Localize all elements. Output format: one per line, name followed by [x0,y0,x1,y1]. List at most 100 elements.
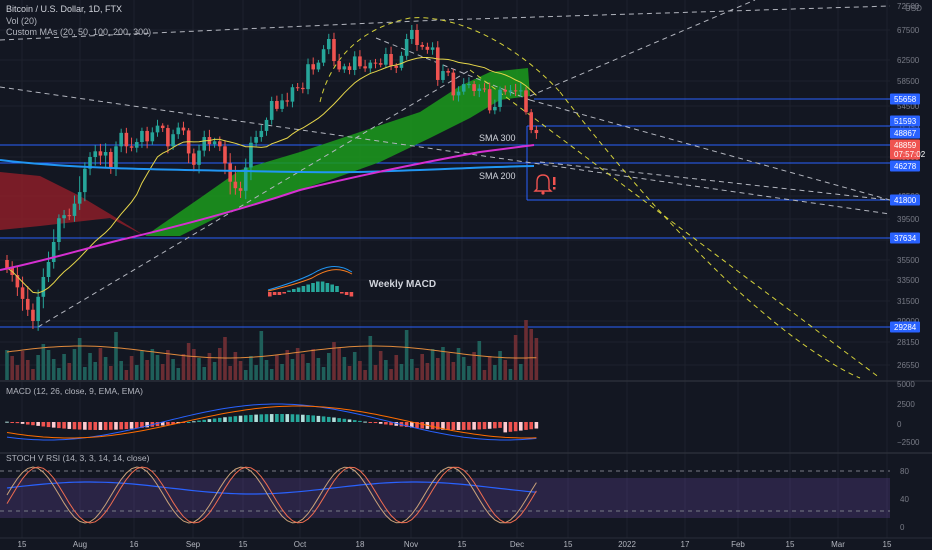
weekly-signal-line [267,269,353,292]
volume-bar [186,343,191,380]
candle-body [467,84,471,86]
volume-bar [233,352,238,380]
volume-bar [513,335,518,380]
macd-histogram-bar [62,422,66,429]
stoch-d-line [6,466,537,524]
macd-histogram-bar [93,422,98,430]
weekly-macd-bar [316,281,320,292]
volume-bar [223,337,227,380]
candle-body [477,88,482,91]
volume-bar [62,354,66,380]
stoch-rsi-pane-label[interactable]: STOCH V RSI (14, 3, 3, 14, 14, close) [6,453,150,463]
macd-histogram-bar [410,422,414,428]
volume-bar [41,344,46,380]
moving-averages [0,57,537,294]
macd-histogram-bar [467,422,471,430]
volume-bar [399,364,404,380]
time-tick-label: Sep [186,540,201,549]
candle-body [129,146,134,148]
time-tick-label: 15 [458,540,467,549]
volume-bar [503,360,508,380]
macd-histogram-bar [83,422,87,430]
candle-body [166,128,170,147]
volume-bar [285,350,290,380]
green-cloud [145,68,530,236]
candle-body [243,167,248,191]
macd-histogram-bar [243,415,248,422]
sma200-line [0,159,535,174]
volume-bar [160,364,165,380]
moving-averages-label[interactable]: Custom MAs (20, 50, 100, 200, 300) [6,27,151,37]
volume-bar [378,351,383,380]
volume-bar [36,355,40,380]
macd-histogram-bar [269,414,274,422]
weekly-macd-annotation: Weekly MACD [369,279,436,290]
candle-body [519,90,523,92]
volume-bar [150,349,155,380]
volume-bar [10,356,14,380]
volume-bar [67,363,72,380]
price-tick-label: 28150 [897,338,920,347]
weekly-macd-bar [292,289,296,292]
macd-histogram-bar [134,422,139,429]
macd-pane-label[interactable]: MACD (12, 26, close, 9, EMA, EMA) [6,386,143,396]
macd-histogram-bar [10,422,14,423]
volume-bar [155,355,160,380]
volume-bar [88,353,92,380]
volume-bar [332,342,336,380]
candle-body [425,46,430,50]
candle-body [145,130,149,142]
candle-body [435,47,440,80]
volume-bar [140,351,144,380]
candle-body [31,309,35,321]
weekly-macd-bar [301,286,306,292]
weekly-macd-bar [272,292,277,295]
candle-body [399,55,404,68]
candle-body [534,129,539,134]
macd-histogram-bar [36,422,40,426]
macd-histogram-bar [119,422,123,430]
volume-bar [134,365,139,380]
volume-bar [415,368,419,380]
macd-histogram-bar [171,422,175,425]
macd-histogram-bar [228,416,232,422]
macd-histogram-bar [259,414,264,422]
macd-histogram-bar [285,414,290,422]
weekly-macd-bar [268,292,272,297]
macd-histogram-bar [306,415,310,422]
volume-bar [347,366,352,380]
volume-bar [363,370,367,380]
volume-bar [493,365,497,380]
sma200-annotation: SMA 200 [479,171,516,181]
horizontal-support-resistance-lines [0,98,890,328]
macd-histogram-bar [363,421,367,423]
weekly-macd-bar [282,292,286,294]
price-label-box [890,148,920,160]
volume-bar [461,357,466,380]
candle-body [472,84,476,91]
macd-histogram-bar [20,422,25,424]
volume-bar [83,367,87,380]
volume-bar [389,369,393,380]
resistance-trendline-left [0,19,441,41]
stoch-k-line [6,466,537,524]
macd-histogram-bar [212,418,217,422]
volume-indicator-label[interactable]: Vol (20) [6,16,37,26]
volume-bar [337,348,341,380]
ma-clouds [0,68,530,236]
volume-bar [192,349,196,380]
price-label-text: 48867 [894,129,917,138]
alert-bell-icon[interactable] [533,174,556,195]
macd-histogram-bar [160,422,165,426]
symbol-title[interactable]: Bitcoin / U.S. Dollar, 1D, FTX [6,4,122,14]
candle-body [352,56,357,70]
volume-bar [77,338,82,380]
macd-histogram-bar [57,422,61,429]
volume-bar [129,356,134,380]
macd-tick-label: −2500 [897,438,920,447]
volume-bar [301,354,305,380]
projection-up-line [529,0,756,97]
lower-extension [539,161,891,201]
volume-bar [114,332,118,380]
